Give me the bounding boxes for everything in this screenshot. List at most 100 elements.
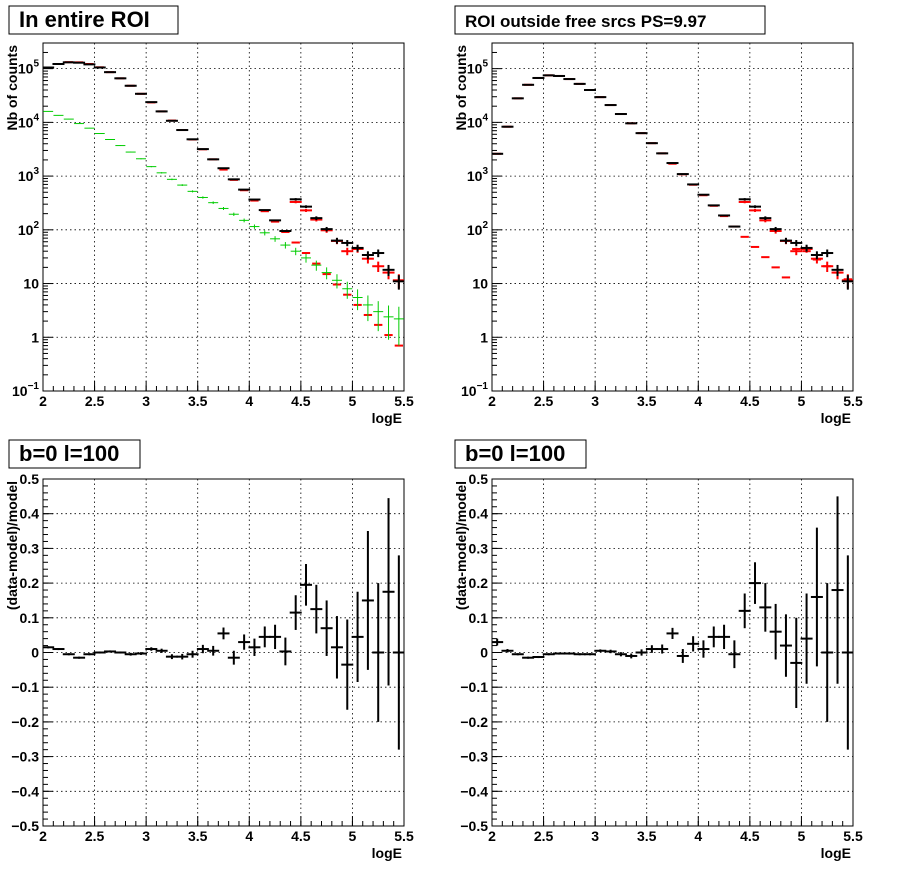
y-tick-label: −0.2 [460, 714, 488, 730]
data-marks [492, 496, 853, 750]
x-tick-label: 4.5 [291, 393, 311, 409]
x-tick-label: 2 [488, 828, 496, 844]
series-model [44, 61, 403, 347]
y-tick-label: 10−1 [461, 381, 488, 399]
x-tick-label: 2 [488, 393, 496, 409]
y-tick-label: 0.3 [20, 540, 40, 556]
x-tick-label: 5.5 [843, 828, 863, 844]
x-tick-label: 2.5 [534, 828, 554, 844]
y-tick-label: 0.2 [469, 575, 489, 591]
x-tick-label: 4 [245, 393, 253, 409]
x-tick-label: 3.5 [188, 393, 208, 409]
series-model [493, 74, 852, 281]
y-tick-label: −0.3 [11, 749, 39, 765]
y-tick-label: 103 [467, 166, 489, 184]
y-tick-label: 102 [18, 220, 40, 238]
panel-title-box [454, 439, 587, 469]
y-tick-label: 10 [472, 276, 488, 292]
x-tick-label: 4.5 [740, 393, 760, 409]
plot-frame [42, 42, 405, 392]
y-tick-label: 104 [18, 112, 40, 130]
series-data [492, 74, 853, 290]
data-marks [43, 498, 404, 750]
y-tick-label: −0.1 [11, 679, 39, 695]
x-tick-label: 3 [591, 828, 599, 844]
y-tick-label: 0.4 [20, 506, 40, 522]
y-axis-title: (data-model)/model [4, 481, 20, 610]
x-axis-title: logE [372, 845, 402, 861]
x-tick-label: 5.5 [394, 393, 414, 409]
x-axis-title: logE [821, 845, 851, 861]
y-tick-label: −0.2 [11, 714, 39, 730]
x-tick-label: 5.5 [843, 393, 863, 409]
x-tick-label: 3.5 [637, 393, 657, 409]
y-tick-label: 0.2 [20, 575, 40, 591]
y-tick-label: 103 [18, 166, 40, 184]
y-tick-label: 0.3 [469, 540, 489, 556]
panel-title: In entire ROI [19, 7, 150, 32]
y-axis-title: Nb of counts [453, 45, 469, 131]
chart-panel-2: 2 2.5 3 3.5 4 4.5 5 5.5 10−1 1 10 102 103 104 105 logE N… [453, 5, 863, 426]
x-tick-label: 5 [349, 393, 357, 409]
y-tick-label: 0.5 [469, 471, 489, 487]
x-tick-label: 2.5 [534, 393, 554, 409]
data-marks [492, 74, 853, 290]
x-axis-title: logE [372, 410, 402, 426]
panel-title-box [8, 439, 141, 469]
y-tick-label: 105 [467, 59, 489, 77]
y-tick-label: −0.5 [460, 818, 488, 834]
series-residual [492, 496, 853, 750]
x-tick-label: 3 [142, 393, 150, 409]
y-tick-label: 1 [31, 329, 39, 345]
y-tick-label: 0.5 [20, 471, 40, 487]
series-component [43, 110, 404, 346]
x-tick-label: 4 [245, 828, 253, 844]
y-tick-label: 0 [31, 645, 39, 661]
y-tick-label: 0.1 [20, 610, 40, 626]
panel-title-box [454, 5, 766, 35]
y-tick-label: 10−1 [12, 381, 39, 399]
x-tick-label: 3.5 [637, 828, 657, 844]
series-data [43, 61, 404, 290]
y-tick-label: 0.1 [469, 610, 489, 626]
y-tick-label: −0.5 [11, 818, 39, 834]
panel-title: b=0 l=100 [465, 441, 565, 466]
panel-title-box [8, 5, 179, 35]
x-tick-label: 3 [142, 828, 150, 844]
x-tick-label: 5 [798, 828, 806, 844]
data-marks [43, 61, 404, 347]
x-axis-title: logE [821, 410, 851, 426]
y-tick-label: 1 [480, 329, 488, 345]
y-tick-label: 105 [18, 59, 40, 77]
y-tick-label: 10 [23, 276, 39, 292]
x-tick-label: 3 [591, 393, 599, 409]
x-tick-label: 4.5 [291, 828, 311, 844]
x-tick-label: 2.5 [85, 828, 105, 844]
x-tick-label: 2.5 [85, 393, 105, 409]
y-tick-label: −0.4 [11, 783, 39, 799]
y-tick-label: −0.3 [460, 749, 488, 765]
x-tick-label: 4 [694, 828, 702, 844]
y-axis-title: (data-model)/model [453, 481, 469, 610]
x-tick-label: 5 [349, 828, 357, 844]
x-tick-label: 5 [798, 393, 806, 409]
x-tick-label: 4.5 [740, 828, 760, 844]
y-tick-label: −0.1 [460, 679, 488, 695]
panel-title: b=0 l=100 [19, 441, 119, 466]
panel-title: ROI outside free srcs PS=9.97 [465, 12, 706, 31]
x-tick-label: 3.5 [188, 828, 208, 844]
y-axis-title: Nb of counts [4, 45, 20, 131]
x-tick-label: 2 [39, 828, 47, 844]
plot-frame [491, 42, 854, 392]
y-tick-label: 0.4 [469, 506, 489, 522]
x-tick-label: 2 [39, 393, 47, 409]
y-tick-label: 104 [467, 112, 489, 130]
y-tick-label: 102 [467, 220, 489, 238]
y-tick-label: 0 [480, 645, 488, 661]
chart-panel-4: 2 2.5 3 3.5 4 4.5 5 5.5 −0.5 −0.4 −0.3 −0.2 −0.1 0 0.1… [453, 439, 863, 861]
x-tick-label: 4 [694, 393, 702, 409]
chart-panel-1: 2 2.5 3 3.5 4 4.5 5 5.5 10−1 1 10 102 103 104 105 logE N… [4, 5, 414, 426]
chart-panel-3: 2 2.5 3 3.5 4 4.5 5 5.5 −0.5 −0.4 −0.3 −0.2 −0.1 0 0.1… [4, 439, 414, 861]
y-tick-label: −0.4 [460, 783, 488, 799]
